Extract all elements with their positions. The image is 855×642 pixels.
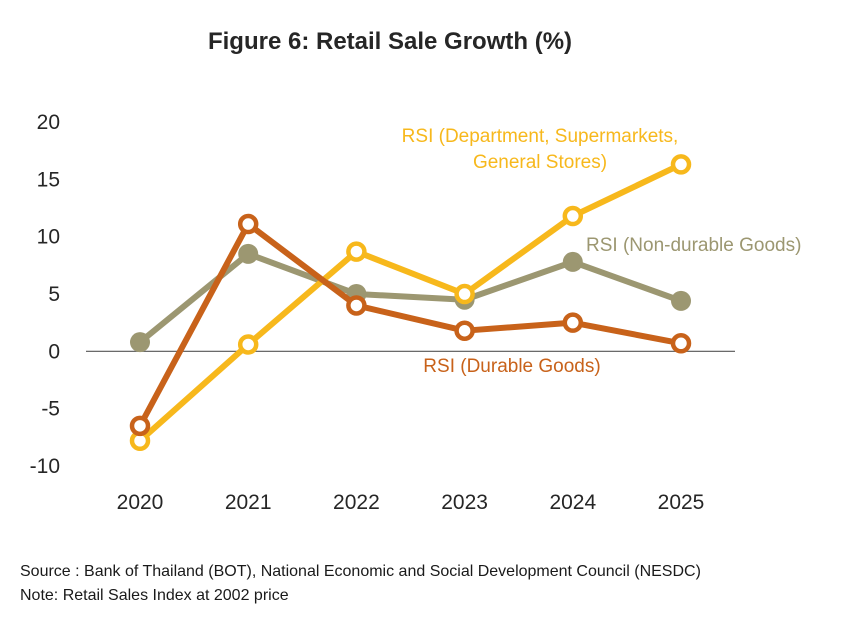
data-point xyxy=(454,283,475,305)
y-tick-label: 0 xyxy=(48,340,60,363)
y-tick-label: 10 xyxy=(37,226,60,249)
series-line xyxy=(137,221,682,428)
data-point xyxy=(238,243,259,264)
data-point xyxy=(670,154,692,175)
data-point xyxy=(237,213,259,235)
x-tick-label: 2023 xyxy=(441,491,488,514)
data-point xyxy=(346,295,367,316)
series-3 xyxy=(129,213,692,437)
data-point xyxy=(454,320,475,341)
data-point xyxy=(670,333,692,354)
series-label: RSI (Durable Goods) xyxy=(423,356,600,377)
series-1 xyxy=(130,243,691,353)
data-point xyxy=(671,290,691,311)
y-tick-label: -10 xyxy=(30,455,60,478)
y-tick-label: 15 xyxy=(37,168,60,191)
chart-title: Figure 6: Retail Sale Growth (%) xyxy=(207,28,573,55)
data-point xyxy=(129,415,151,437)
x-axis-tick-labels: 2020 2021 2022 2023 2024 2025 xyxy=(117,491,705,514)
x-tick-label: 2022 xyxy=(333,491,380,514)
series-2 xyxy=(129,154,692,452)
x-tick-label: 2021 xyxy=(225,491,272,514)
data-point xyxy=(562,205,584,227)
y-tick-label: 20 xyxy=(37,111,60,134)
series-line xyxy=(138,161,683,444)
y-axis-tick-labels: 20 15 10 5 0 -5 -10 xyxy=(30,111,60,478)
chart-footer: Source : Bank of Thailand (BOT), Nationa… xyxy=(20,560,701,608)
source-note: Source : Bank of Thailand (BOT), Nationa… xyxy=(20,563,701,580)
line-chart: 20 15 10 5 0 -5 -10 2020 2021 2022 2023 2024 2025 R… xyxy=(30,111,802,514)
series-lines xyxy=(129,154,692,452)
x-tick-label: 2020 xyxy=(117,491,164,514)
data-point xyxy=(562,312,584,333)
data-point xyxy=(130,332,150,353)
x-tick-label: 2025 xyxy=(658,491,705,514)
data-point xyxy=(346,241,367,262)
series-label: RSI (Department, Supermarkets, General St… xyxy=(402,126,679,173)
x-tick-label: 2024 xyxy=(549,491,596,514)
y-tick-label: -5 xyxy=(41,398,60,421)
series-line xyxy=(138,250,683,345)
data-point xyxy=(237,334,259,355)
price-note: Note: Retail Sales Index at 2002 price xyxy=(20,587,289,604)
data-point xyxy=(562,251,583,272)
series-label: RSI (Non-durable Goods) xyxy=(586,235,801,256)
series-labels: RSI (Non-durable Goods) RSI (Department, … xyxy=(402,126,802,377)
y-tick-label: 5 xyxy=(48,283,60,306)
